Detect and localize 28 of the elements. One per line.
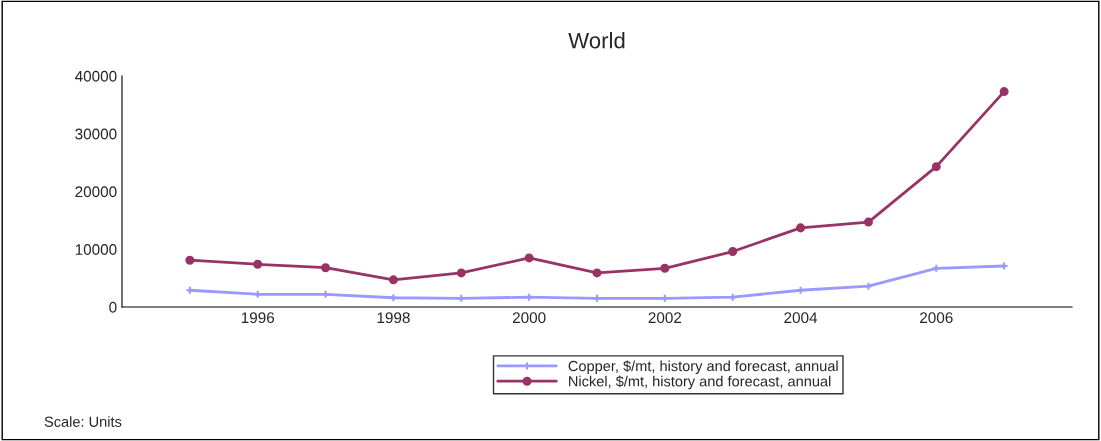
text: Scale: Units	[44, 416, 122, 427]
point	[999, 87, 1009, 97]
y-tick-label: 0	[109, 301, 117, 313]
x-tick-label: 1998	[377, 312, 410, 324]
point	[253, 259, 263, 269]
x-tick-label: 1996	[241, 312, 275, 324]
point	[388, 275, 398, 285]
y-tick-label: 20000	[75, 186, 117, 198]
x-tick-label: 2006	[920, 312, 953, 324]
point	[185, 255, 195, 265]
y-tick-label: 10000	[75, 244, 117, 255]
x-tick-label: 2000	[512, 312, 546, 324]
y-tick-label: 30000	[75, 128, 117, 140]
point	[592, 268, 602, 278]
point	[660, 263, 670, 273]
point	[456, 268, 466, 278]
y-tick-label: 40000	[75, 70, 117, 82]
point	[728, 247, 738, 257]
point	[524, 253, 534, 263]
legend-label: Nickel, $/mt, history and forecast, annual	[569, 375, 831, 390]
x-tick-label: 2004	[784, 312, 818, 324]
legend-label: Copper, $/mt, history and forecast, annual	[568, 360, 838, 375]
chart-title: World	[568, 32, 625, 49]
x-tick-label: 2002	[648, 312, 682, 324]
point	[321, 263, 331, 273]
point	[863, 217, 873, 227]
point	[931, 162, 941, 172]
point	[796, 223, 806, 233]
